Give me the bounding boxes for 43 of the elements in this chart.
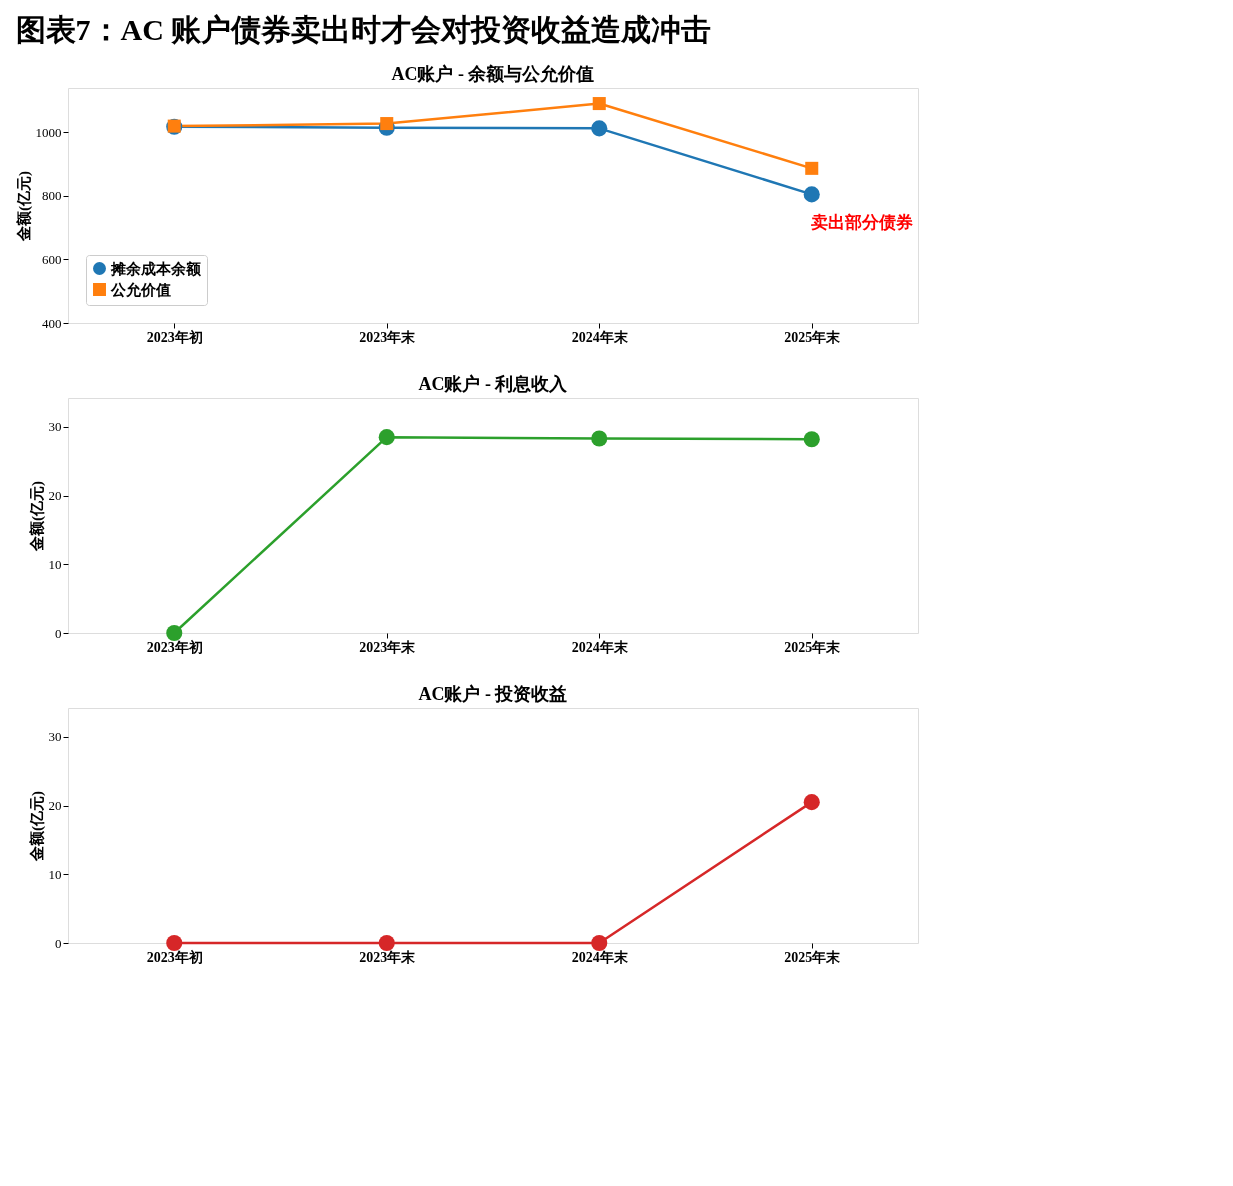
y-tick-label: 1000 <box>35 124 62 140</box>
x-tick-label: 2023年初 <box>146 328 203 345</box>
y-tick-label: 10 <box>48 866 62 882</box>
y-axis-title: 金额(亿元) <box>14 171 33 242</box>
y-tick-label: 30 <box>48 729 62 745</box>
point <box>591 120 608 137</box>
x-tick-label: 2023年初 <box>146 638 203 655</box>
y-axis-title: 金额(亿元) <box>27 791 46 862</box>
x-tick-label: 2023年末 <box>359 639 417 655</box>
point <box>803 431 820 448</box>
x-tick-label: 2024年末 <box>571 329 629 345</box>
y-tick-label: 30 <box>48 419 62 435</box>
x-tick-label: 2024年末 <box>571 949 629 965</box>
chart-title: AC账户 - 利息收入 <box>418 374 569 394</box>
x-tick-label: 2025年末 <box>784 329 842 345</box>
x-tick-label: 2023年末 <box>359 949 417 965</box>
y-tick-label: 400 <box>42 315 62 331</box>
point <box>592 97 606 111</box>
x-tick-label: 2023年末 <box>359 329 417 345</box>
point <box>380 117 394 131</box>
y-axis-title: 金额(亿元) <box>27 481 46 552</box>
chart-title: AC账户 - 投资收益 <box>418 684 568 704</box>
y-tick-label: 0 <box>55 625 62 641</box>
point <box>378 429 395 446</box>
x-tick-label: 2025年末 <box>784 639 842 655</box>
legend-label: 公允价值 <box>110 281 171 298</box>
x-tick-label: 2023年初 <box>146 948 203 965</box>
y-tick-label: 800 <box>42 188 62 204</box>
x-tick-label: 2024年末 <box>571 639 629 655</box>
text: 图表7：AC 账户债券卖出时才会对投资收益造成冲击 <box>15 12 712 46</box>
annotation: 卖出部分债券 <box>811 213 913 232</box>
point <box>591 430 608 447</box>
y-tick-label: 0 <box>55 935 62 951</box>
point <box>805 161 819 175</box>
chart-title: AC账户 - 余额与公允价值 <box>391 64 595 84</box>
point <box>166 624 183 642</box>
y-tick-label: 10 <box>48 556 62 572</box>
y-tick-label: 600 <box>42 251 62 267</box>
x-tick-label: 2025年末 <box>784 949 842 965</box>
y-tick-label: 20 <box>48 798 62 814</box>
point <box>803 186 820 203</box>
y-tick-label: 20 <box>48 488 62 504</box>
legend-label: 摊余成本余额 <box>110 259 202 277</box>
